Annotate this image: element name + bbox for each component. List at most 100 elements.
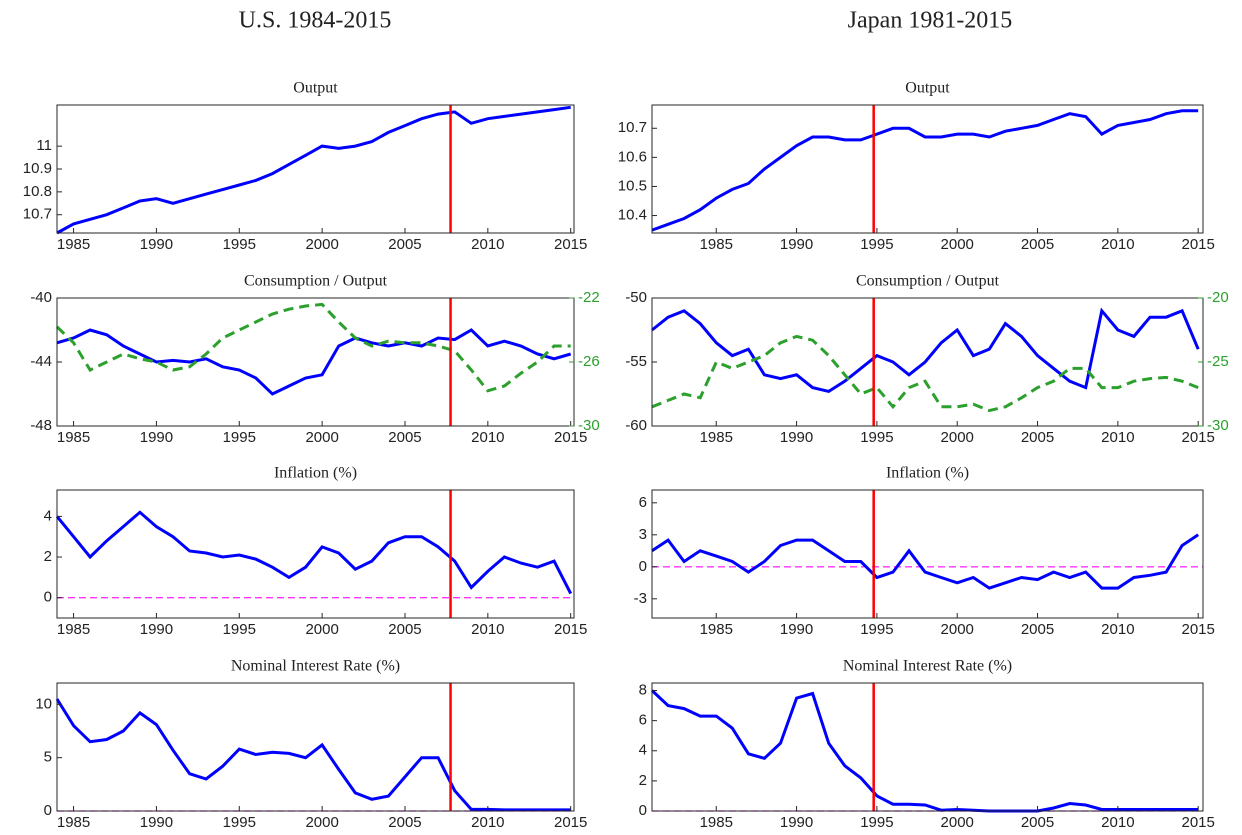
data-line [650,689,1199,813]
y-tick-label: 0 [44,589,52,606]
x-tick-label: 1995 [223,814,256,831]
x-tick-label: 2015 [1181,429,1214,446]
x-tick-label: 1990 [140,621,173,638]
x-tick-label: 1990 [780,814,813,831]
column-heading: Japan 1981-2015 [848,8,1013,34]
x-tick-label: 1985 [700,429,733,446]
data-line [651,109,1199,232]
y-tick-label: 10.4 [618,207,647,224]
x-tick-label: 1995 [860,814,893,831]
x-tick-label: 1985 [57,621,90,638]
x-tick-label: 2010 [1101,814,1134,831]
x-tick-label: 2000 [305,814,338,831]
x-tick-label: 1985 [57,814,90,831]
data-line [651,533,1200,590]
data-line [651,307,1200,394]
y2-tick-label: -30 [1207,417,1229,434]
x-tick-label: 1985 [57,429,90,446]
y-tick-label: 2 [44,548,52,565]
data-line [56,105,571,235]
y-tick-label: 10.7 [23,206,52,223]
y-tick-label: 4 [44,507,52,524]
x-tick-label: 2010 [471,236,504,253]
x-tick-label: 1985 [700,814,733,831]
y-tick-label: 0 [44,802,52,819]
x-tick-label: 2015 [554,621,587,638]
y-tick-label: 0 [639,802,647,819]
y-tick-label: 6 [639,494,647,511]
x-tick-label: 2010 [1101,429,1134,446]
x-tick-label: 2005 [1021,236,1054,253]
panel-title: Output [905,80,950,97]
y-tick-label: 2 [639,772,647,789]
y-tick-label: -40 [30,289,52,306]
panel-title: Output [293,80,338,97]
x-tick-label: 1985 [700,236,733,253]
y-tick-label: 10.5 [618,177,647,194]
data-line [55,510,573,595]
x-tick-label: 1995 [223,621,256,638]
data-line [651,334,1199,413]
y-tick-label: 8 [639,681,647,698]
y-tick-label: 10.7 [618,119,647,136]
x-tick-label: 2005 [1021,621,1054,638]
panel-title: Inflation (%) [886,465,969,482]
x-tick-label: 1990 [140,236,173,253]
x-tick-label: 1995 [223,236,256,253]
x-tick-label: 2005 [1021,814,1054,831]
y-tick-label: 3 [639,526,647,543]
x-tick-label: 1990 [140,814,173,831]
y-tick-label: 6 [639,712,647,729]
x-tick-label: 1995 [860,429,893,446]
x-tick-label: 2000 [941,236,974,253]
plot-frame [56,682,575,812]
y2-tick-label: -30 [578,417,600,434]
x-tick-label: 2010 [471,814,504,831]
data-line [55,698,571,812]
column-heading: U.S. 1984-2015 [239,8,392,34]
x-tick-label: 1985 [57,236,90,253]
x-tick-label: 2015 [1181,236,1214,253]
x-tick-label: 1990 [140,429,173,446]
panel-title: Nominal Interest Rate (%) [843,658,1012,675]
plot-frame [651,489,1204,619]
x-tick-label: 2015 [554,236,587,253]
y2-tick-label: -20 [1207,289,1229,306]
y-tick-label: 10.9 [23,160,52,177]
y-tick-label: 10.6 [618,148,647,165]
x-tick-label: 2005 [388,621,421,638]
panel-title: Consumption / Output [244,273,388,290]
y-tick-label: -60 [625,417,647,434]
y-tick-label: 10 [35,695,52,712]
y2-tick-label: -25 [1207,353,1229,370]
x-tick-label: 2015 [554,429,587,446]
x-tick-label: 1990 [780,429,813,446]
x-tick-label: 1985 [700,621,733,638]
x-tick-label: 2015 [1181,621,1214,638]
x-tick-label: 2010 [471,429,504,446]
x-tick-label: 2005 [388,814,421,831]
y-tick-label: 4 [639,742,647,759]
plot-frame [651,104,1204,234]
panel-title: Inflation (%) [274,465,357,482]
x-tick-label: 2005 [388,236,421,253]
y-tick-label: 5 [44,749,52,766]
x-tick-label: 2000 [941,429,974,446]
plot-frame [651,297,1204,427]
x-tick-label: 1990 [780,621,813,638]
y2-tick-label: -26 [578,353,600,370]
x-tick-label: 2010 [471,621,504,638]
x-tick-label: 2005 [388,429,421,446]
x-tick-label: 2010 [1101,621,1134,638]
x-tick-label: 2000 [941,621,974,638]
y-tick-label: -44 [30,353,52,370]
plot-frame [56,104,575,234]
x-tick-label: 2000 [305,429,338,446]
data-line [56,328,572,396]
plot-frame [56,297,575,427]
panel-title: Nominal Interest Rate (%) [231,658,400,675]
y-tick-label: -55 [625,353,647,370]
x-tick-label: 2000 [305,236,338,253]
